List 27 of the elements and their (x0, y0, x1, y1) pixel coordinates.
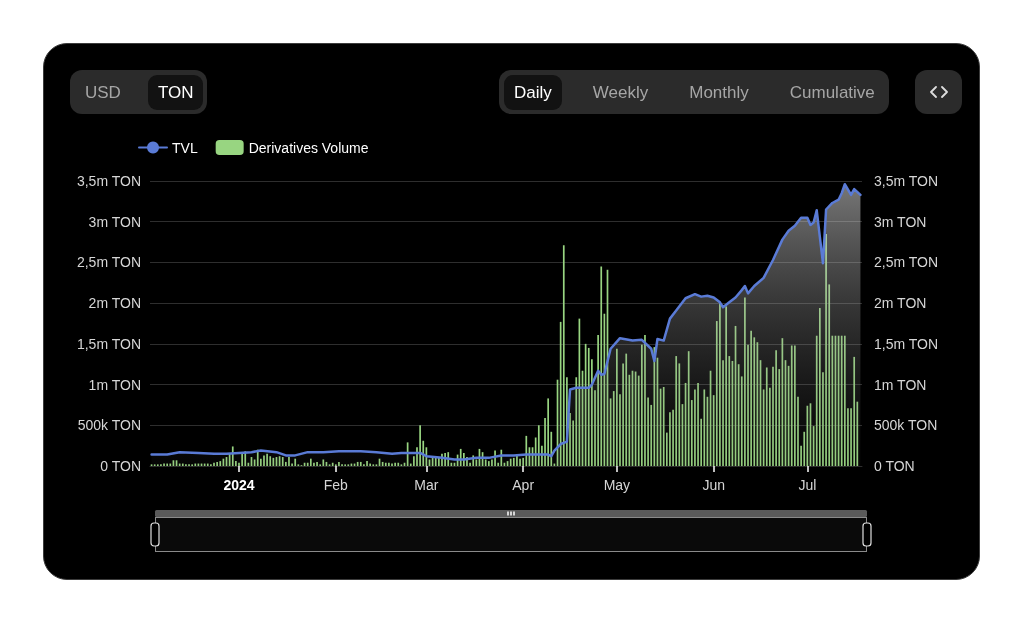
legend-label: TVL (172, 139, 198, 156)
period-tabs: Daily Weekly Monthly Cumulative (499, 70, 889, 114)
currency-toggle: USD TON (70, 70, 208, 114)
x-tick-label: 2024 (223, 477, 255, 493)
y2-tick-label: 2,5m TON (874, 254, 939, 271)
x-tick-label: Apr (512, 477, 535, 493)
y2-tick-label: 1,5m TON (874, 335, 939, 352)
y2-tick-label: 500k TON (874, 417, 938, 434)
x-tick-label: Feb (323, 477, 349, 493)
x-tick-label: Jun (702, 477, 725, 493)
x-tick-label: Mar (414, 477, 439, 493)
y-tick-label: 3m TON (88, 213, 141, 230)
x-tick-label: May (603, 477, 631, 493)
legend-label: Derivatives Volume (248, 139, 369, 156)
y-tick-label: 3,5m TON (76, 173, 141, 189)
y-tick-label: 2,5m TON (76, 254, 141, 271)
y2-tick-label: 3,5m TON (874, 173, 939, 189)
y-tick-label: 500k TON (77, 417, 141, 434)
y2-tick-label: 1m TON (874, 376, 927, 393)
y-tick-label: 1,5m TON (76, 335, 141, 352)
y-tick-label: 0 TON (100, 458, 141, 474)
y-tick-label: 1m TON (88, 376, 141, 393)
y2-tick-label: 3m TON (874, 213, 927, 230)
x-tick-label: Jul (798, 477, 817, 493)
y2-tick-label: 2m TON (874, 295, 927, 312)
y2-tick-label: 0 TON (874, 458, 915, 474)
y-tick-label: 2m TON (88, 295, 141, 312)
